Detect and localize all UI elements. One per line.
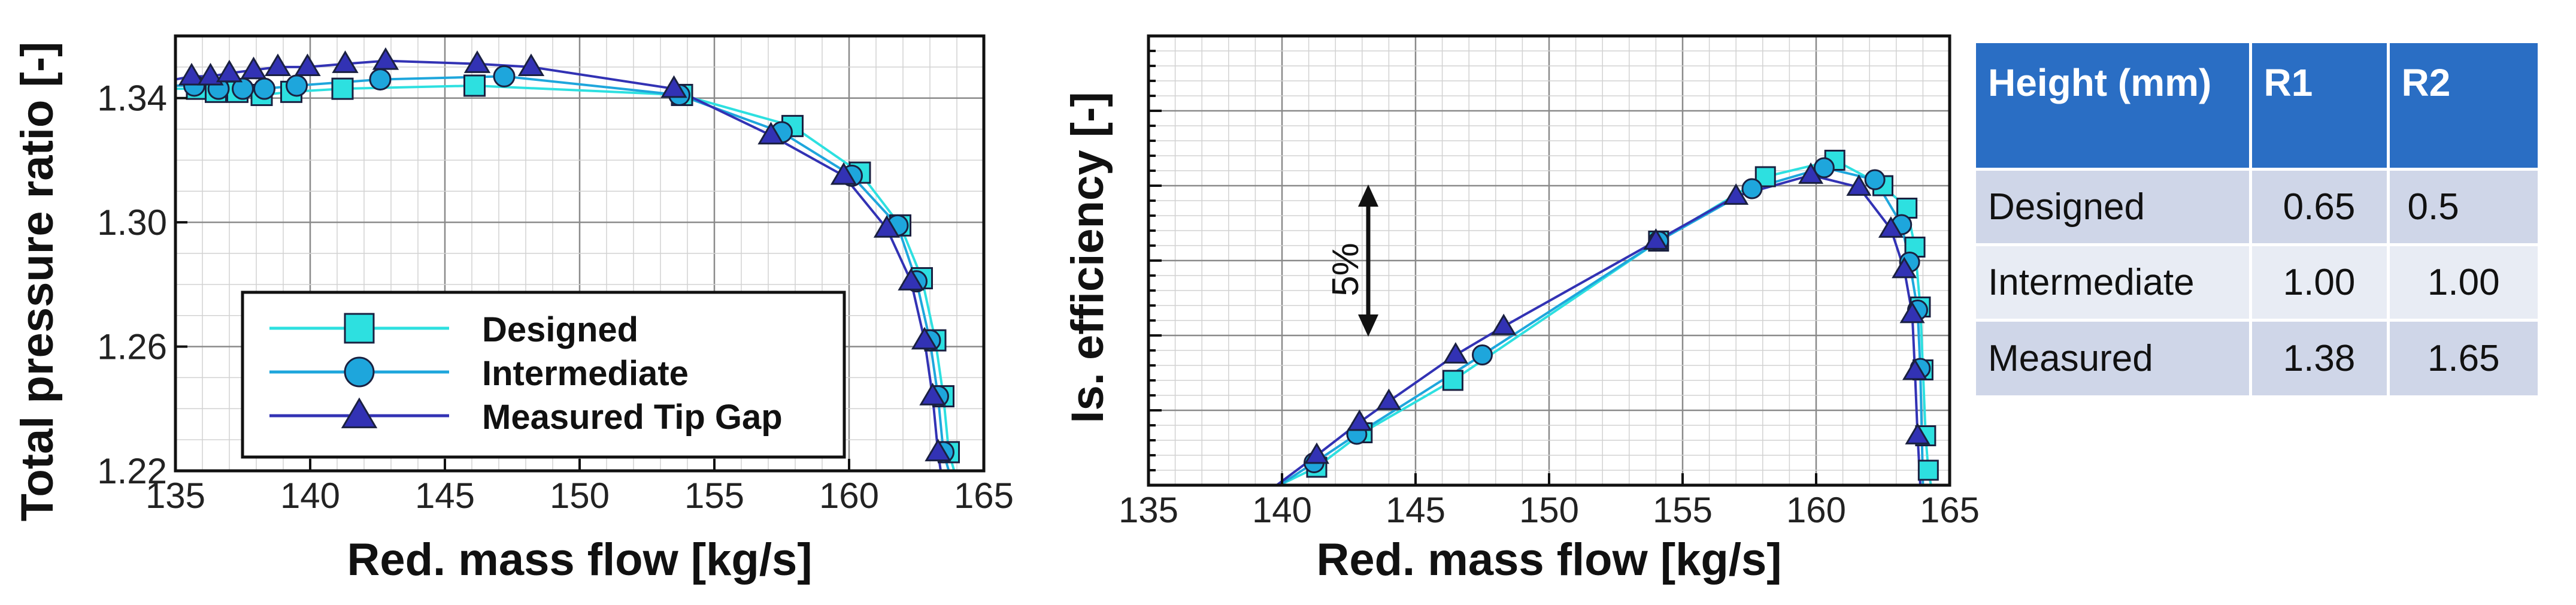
legend: Designed Intermediate Measured Tip Gap [241,291,846,459]
table-cell-name: Intermediate [1976,243,2252,320]
efficiency-series-line-measured [1275,174,1922,486]
x-tick-label: 135 [146,476,205,516]
pressure-point-measured [197,62,224,86]
pressure-point-intermediate [369,68,392,91]
legend-label-measured: Measured Tip Gap [482,398,783,437]
y-tick-label: 1.30 [97,202,167,243]
x-tick-label: 150 [1519,490,1579,530]
x-tick-label: 140 [280,476,340,516]
efficiency-x-label: Red. mass flow [kg/s] [1316,534,1781,585]
efficiency-point-measured [1878,216,1904,238]
efficiency-point-measured [1902,358,1928,380]
efficiency-point-measured [1846,174,1872,196]
pressure-point-intermediate [253,77,275,100]
pressure-point-measured [517,53,545,77]
x-tick-label: 145 [415,476,475,516]
pressure-point-measured [898,268,925,291]
table-header-r2: R2 [2388,43,2538,169]
legend-label-designed: Designed [482,310,638,349]
pressure-point-measured [830,162,857,185]
pressure-point-measured [925,438,951,462]
pressure-point-measured [372,47,399,70]
pressure-point-measured [216,59,243,83]
table-header-height: Height (mm) [1976,43,2252,169]
efficiency-point-intermediate [1864,169,1886,190]
efficiency-point-measured [1376,388,1402,410]
efficiency-point-intermediate [1472,344,1493,365]
scale-annotation-label: 5% [1325,243,1366,297]
table-cell-r2: 0.5 [2388,167,2538,244]
pressure-point-measured [757,122,784,145]
pressure-point-designed [463,74,486,97]
efficiency-point-designed [1917,459,1939,481]
efficiency-point-measured [1723,183,1749,205]
pressure-ratio-y-label: Total pressure ratio [-] [12,42,63,522]
efficiency-point-measured [1643,228,1669,250]
efficiency-point-intermediate [1813,157,1835,179]
legend-label-intermediate: Intermediate [482,354,689,393]
pressure-point-measured [463,50,491,73]
table-row: Designed 0.65 0.5 [1976,167,2538,244]
x-tick-label: 145 [1386,490,1445,530]
efficiency-point-measured [1899,301,1925,323]
pressure-point-measured [240,56,267,80]
efficiency-plot: 135 140 145 150 155 160 165 Red. mass flow [kg… [1062,34,1980,585]
pressure-point-measured [873,215,901,238]
legend-marker-intermediate [344,356,375,388]
pressure-point-intermediate [493,65,516,87]
pressure-point-measured [660,75,687,98]
x-tick-label: 135 [1119,490,1178,530]
pressure-point-intermediate [286,74,308,97]
x-tick-label: 160 [819,476,879,516]
x-tick-label: 155 [684,476,744,516]
y-tick-label: 1.26 [97,327,167,367]
table-row: Intermediate 1.00 1.00 [1976,243,2538,320]
efficiency-series-line-designed [1278,159,1932,486]
efficiency-point-measured [1491,313,1517,335]
table-cell-r2: 1.65 [2388,318,2538,395]
x-tick-label: 150 [550,476,610,516]
efficiency-point-measured [1905,423,1931,444]
efficiency-point-measured [1892,256,1917,279]
pressure-point-measured [294,53,321,77]
pressure-ratio-x-label: Red. mass flow [kg/s] [347,534,812,585]
x-tick-label: 155 [1653,490,1713,530]
pressure-point-designed [331,77,354,100]
pressure-point-measured [911,326,938,350]
tip-gap-table: Height (mm) R1 R2 Designed 0.65 0.5 Inte… [1976,43,2538,395]
efficiency-point-intermediate [1741,178,1763,199]
efficiency-point-measured [1442,342,1468,364]
efficiency-point-designed [1442,370,1463,391]
table-cell-r1: 1.00 [2250,243,2390,320]
scale-arrow-down-icon [1358,314,1378,337]
pressure-point-measured [332,50,359,73]
x-tick-label: 160 [1786,490,1846,530]
legend-marker-measured [341,397,378,428]
efficiency-point-measured [1347,409,1372,431]
pressure-point-measured [919,383,946,406]
five-percent-annotation: 5% [1325,184,1378,337]
table-header-r1: R1 [2250,43,2390,169]
table-cell-r1: 0.65 [2250,167,2390,244]
x-tick-label: 165 [954,476,1014,516]
legend-box [241,291,846,459]
efficiency-point-measured [1798,162,1824,184]
pressure-point-measured [178,62,205,86]
x-tick-label: 165 [1920,490,1980,530]
table-cell-r1: 1.38 [2250,318,2390,395]
y-tick-label: 1.34 [97,78,167,119]
efficiency-y-label: Is. efficiency [-] [1062,92,1113,423]
table-cell-r2: 1.00 [2388,243,2538,320]
table-cell-name: Designed [1976,167,2252,244]
y-tick-label: 1.22 [97,451,167,491]
x-tick-label: 140 [1252,490,1312,530]
efficiency-point-measured [1304,442,1330,464]
pressure-ratio-plot: 135 140 145 150 155 160 165 1.22 1.26 1.30 1.34 Re… [12,34,1014,585]
pressure-point-measured [264,53,292,77]
table-row: Measured 1.38 1.65 [1976,318,2538,395]
scale-arrow-up-icon [1358,184,1378,207]
table-cell-name: Measured [1976,318,2252,395]
legend-marker-designed [344,313,375,344]
